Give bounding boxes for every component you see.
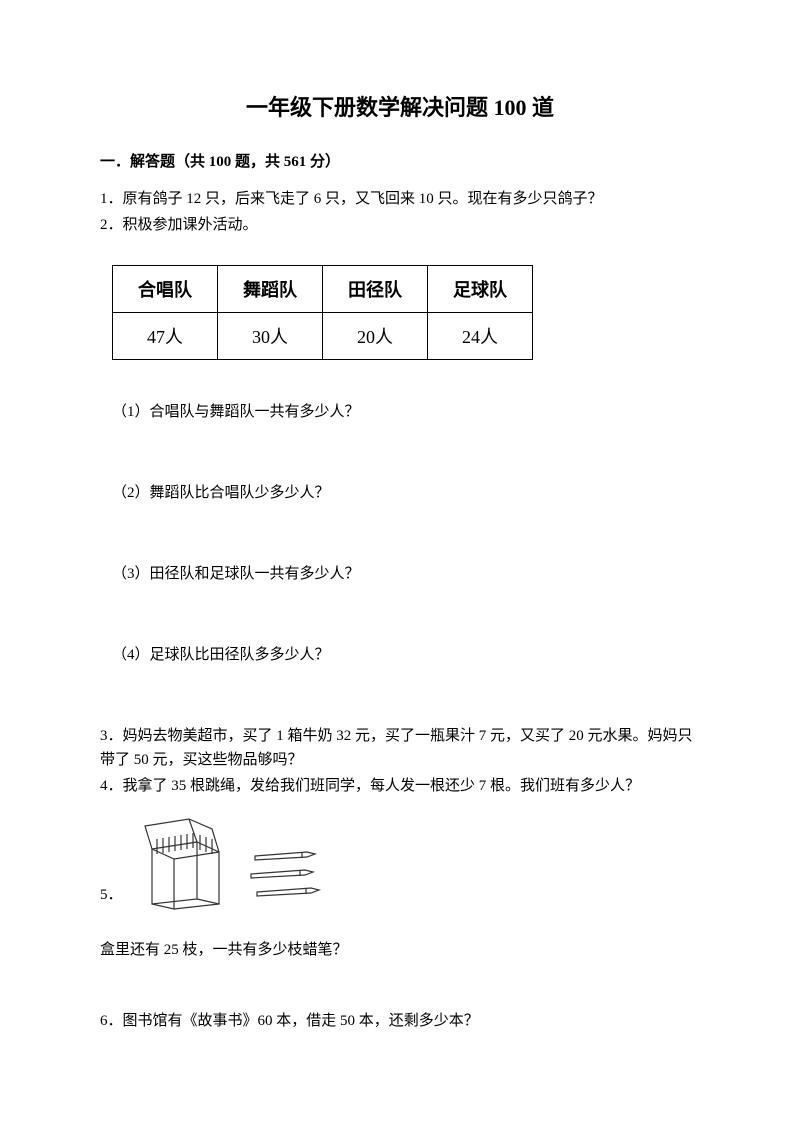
question-3: 3．妈妈去物美超市，买了 1 箱牛奶 32 元，买了一瓶果汁 7 元，又买了 2… <box>100 724 700 772</box>
question-6: 6．图书馆有《故事书》60 本，借走 50 本，还剩多少本？ <box>100 1009 700 1033</box>
table-header-cell: 足球队 <box>428 266 533 313</box>
table-cell: 20人 <box>323 313 428 360</box>
table-data-row: 47人 30人 20人 24人 <box>113 313 533 360</box>
question-2: 2．积极参加课外活动。 <box>100 213 700 237</box>
question-5-text: 盒里还有 25 枝，一共有多少枝蜡笔？ <box>100 938 700 959</box>
question-5-row: 5． <box>100 804 700 914</box>
sub-question-3: （3）田径队和足球队一共有多少人？ <box>112 562 700 583</box>
sub-question-1: （1）合唱队与舞蹈队一共有多少人？ <box>112 400 700 421</box>
table-cell: 30人 <box>218 313 323 360</box>
table-header-cell: 田径队 <box>323 266 428 313</box>
question-4: 4．我拿了 35 根跳绳，发给我们班同学，每人发一根还少 7 根。我们班有多少人… <box>100 774 700 798</box>
crayon-box-icon <box>127 804 237 914</box>
table-cell: 24人 <box>428 313 533 360</box>
section-header: 一．解答题（共 100 题，共 561 分） <box>100 150 700 171</box>
table-header-cell: 合唱队 <box>113 266 218 313</box>
table-header-cell: 舞蹈队 <box>218 266 323 313</box>
table-cell: 47人 <box>113 313 218 360</box>
activity-table: 合唱队 舞蹈队 田径队 足球队 47人 30人 20人 24人 <box>112 265 700 360</box>
question-1: 1．原有鸽子 12 只，后来飞走了 6 只，又飞回来 10 只。现在有多少只鸽子… <box>100 187 700 211</box>
sub-question-2: （2）舞蹈队比合唱队少多少人？ <box>112 481 700 502</box>
question-5-number: 5． <box>100 883 123 904</box>
page-title: 一年级下册数学解决问题 100 道 <box>100 90 700 122</box>
sub-question-4: （4）足球队比田径队多多少人？ <box>112 643 700 664</box>
table-header-row: 合唱队 舞蹈队 田径队 足球队 <box>113 266 533 313</box>
crayons-icon <box>247 844 327 904</box>
